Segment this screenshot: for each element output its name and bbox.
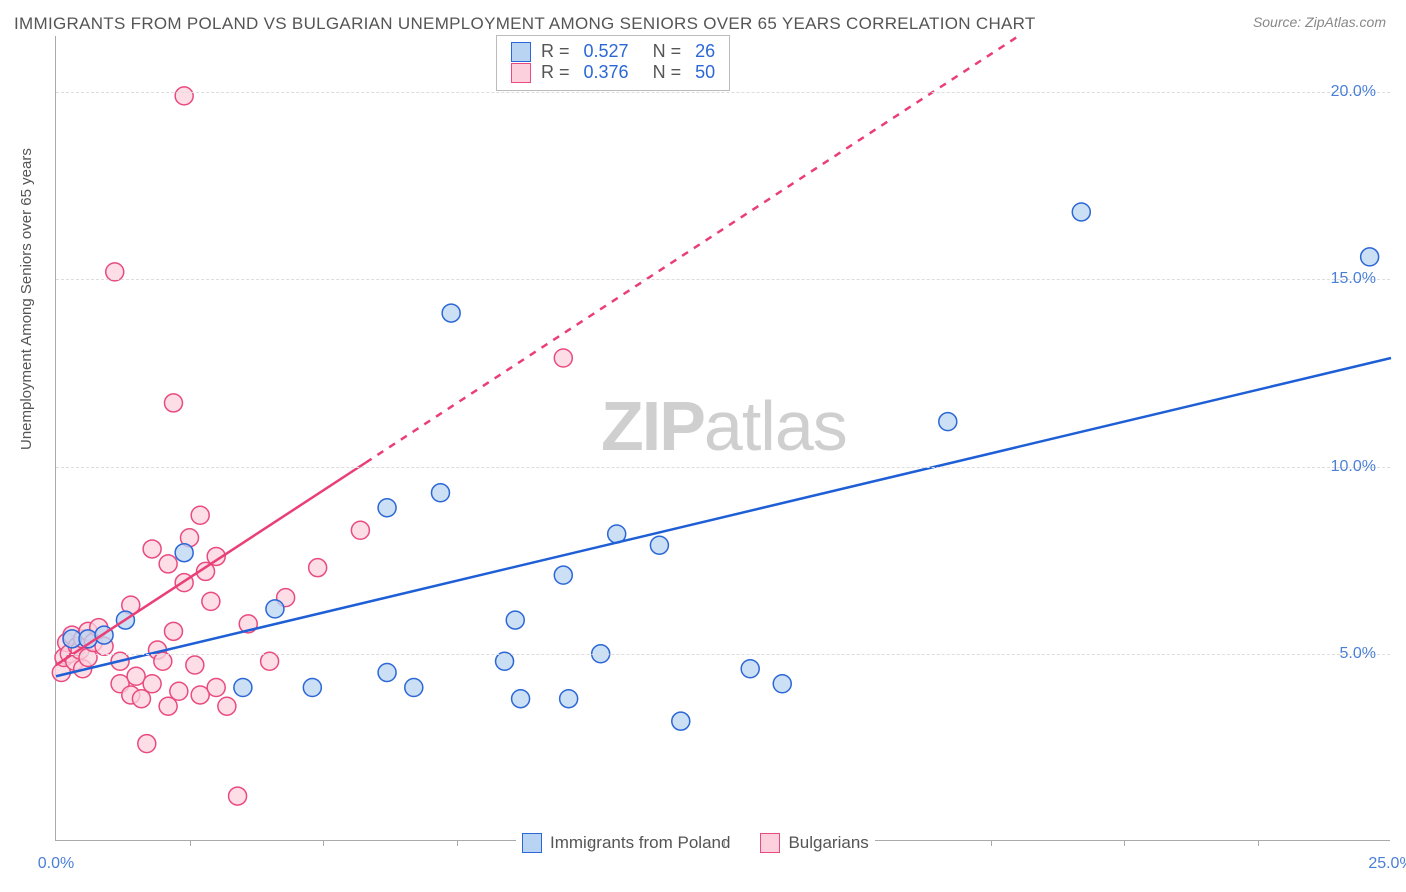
scatter-point <box>127 667 145 685</box>
watermark-atlas: atlas <box>704 387 847 465</box>
y-tick-label: 20.0% <box>1331 83 1376 101</box>
r-label: R = <box>541 62 570 83</box>
n-label: N = <box>653 41 682 62</box>
scatter-point <box>378 499 396 517</box>
scatter-point <box>554 566 572 584</box>
scatter-point <box>191 506 209 524</box>
scatter-point <box>554 349 572 367</box>
scatter-point <box>405 678 423 696</box>
scatter-point <box>170 682 188 700</box>
scatter-point <box>309 559 327 577</box>
source-attribution: Source: ZipAtlas.com <box>1253 14 1386 30</box>
y-tick-label: 10.0% <box>1331 458 1376 476</box>
scatter-point <box>138 735 156 753</box>
x-tick <box>590 840 591 846</box>
scatter-point <box>261 652 279 670</box>
scatter-point <box>164 394 182 412</box>
x-tick <box>190 840 191 846</box>
scatter-point <box>431 484 449 502</box>
scatter-point <box>506 611 524 629</box>
bottom-legend: Immigrants from Poland Bulgarians <box>516 833 875 853</box>
scatter-point <box>154 652 172 670</box>
legend-item-pink: Bulgarians <box>760 833 868 853</box>
scatter-point <box>378 664 396 682</box>
scatter-point <box>560 690 578 708</box>
x-tick <box>724 840 725 846</box>
scatter-point <box>143 675 161 693</box>
scatter-point <box>442 304 460 322</box>
scatter-point <box>672 712 690 730</box>
scatter-point <box>218 697 236 715</box>
scatter-plot: ZIPatlas R = 0.527 N = 26 R = 0.376 N = … <box>55 36 1390 841</box>
scatter-point <box>175 87 193 105</box>
correlation-stats-box: R = 0.527 N = 26 R = 0.376 N = 50 <box>496 35 730 91</box>
scatter-point <box>741 660 759 678</box>
legend-label-blue: Immigrants from Poland <box>550 833 730 853</box>
scatter-point <box>650 536 668 554</box>
stats-row-blue: R = 0.527 N = 26 <box>511 41 715 62</box>
scatter-point <box>106 263 124 281</box>
x-tick <box>857 840 858 846</box>
r-value-pink: 0.376 <box>584 62 629 83</box>
x-tick <box>1124 840 1125 846</box>
r-value-blue: 0.527 <box>584 41 629 62</box>
swatch-blue-icon <box>511 42 531 62</box>
gridline-h <box>56 92 1390 93</box>
n-label: N = <box>653 62 682 83</box>
watermark-zip: ZIP <box>601 387 704 465</box>
scatter-point <box>266 600 284 618</box>
swatch-pink-icon <box>760 833 780 853</box>
scatter-point <box>303 678 321 696</box>
scatter-point <box>351 521 369 539</box>
scatter-point <box>773 675 791 693</box>
chart-title: IMMIGRANTS FROM POLAND VS BULGARIAN UNEM… <box>14 14 1036 34</box>
scatter-point <box>1361 248 1379 266</box>
gridline-h <box>56 467 1390 468</box>
n-value-blue: 26 <box>695 41 715 62</box>
r-label: R = <box>541 41 570 62</box>
n-value-pink: 50 <box>695 62 715 83</box>
x-tick <box>323 840 324 846</box>
y-tick-label: 5.0% <box>1340 645 1376 663</box>
x-tick <box>991 840 992 846</box>
scatter-point <box>234 678 252 696</box>
x-tick-label: 0.0% <box>38 855 74 873</box>
y-tick-label: 15.0% <box>1331 270 1376 288</box>
watermark: ZIPatlas <box>601 386 847 466</box>
gridline-h <box>56 654 1390 655</box>
scatter-point <box>143 540 161 558</box>
scatter-point <box>207 678 225 696</box>
scatter-point <box>164 622 182 640</box>
scatter-point <box>939 413 957 431</box>
legend-item-blue: Immigrants from Poland <box>522 833 730 853</box>
scatter-point <box>496 652 514 670</box>
scatter-point <box>1072 203 1090 221</box>
scatter-point <box>202 592 220 610</box>
swatch-blue-icon <box>522 833 542 853</box>
scatter-point <box>191 686 209 704</box>
gridline-h <box>56 279 1390 280</box>
swatch-pink-icon <box>511 63 531 83</box>
scatter-point <box>175 544 193 562</box>
scatter-point <box>186 656 204 674</box>
x-tick <box>457 840 458 846</box>
scatter-point <box>229 787 247 805</box>
x-tick-label: 25.0% <box>1368 855 1406 873</box>
stats-row-pink: R = 0.376 N = 50 <box>511 62 715 83</box>
x-tick <box>1258 840 1259 846</box>
scatter-point <box>159 555 177 573</box>
scatter-point <box>512 690 530 708</box>
y-axis-label: Unemployment Among Seniors over 65 years <box>18 148 35 450</box>
